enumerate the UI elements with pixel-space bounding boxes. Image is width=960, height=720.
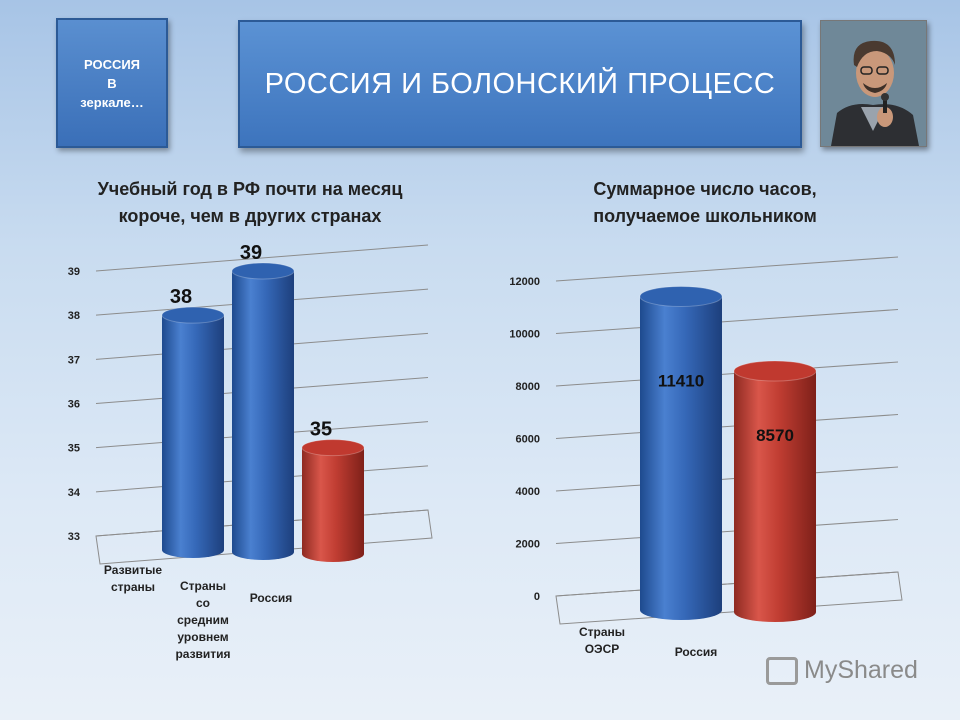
chart2-bar-body bbox=[640, 296, 722, 620]
chart1-value-label: 39 bbox=[240, 242, 262, 264]
chart1-tick-label: 35 bbox=[68, 443, 80, 455]
chart2-floor bbox=[555, 571, 903, 625]
chart1-category-label-line: Развитые bbox=[103, 563, 163, 577]
chart1-bar-body bbox=[232, 271, 294, 560]
chart1-bar-top bbox=[231, 262, 295, 280]
chart2-bar-top bbox=[733, 360, 817, 382]
chart1-title-line2: короче, чем в других странах bbox=[118, 206, 382, 226]
chart2-category-label-line: Россия bbox=[674, 645, 718, 659]
watermark-text: MyShared bbox=[804, 656, 918, 684]
speaker-photo bbox=[820, 20, 927, 147]
chart2-category-label-line: Страны bbox=[578, 625, 626, 639]
chart2: 0 2000 4000 6000 8000 10000 12000 11410 8570 bbox=[509, 256, 903, 625]
section-badge-line1: РОССИЯ bbox=[83, 56, 141, 72]
chart1-category-label-line: развития bbox=[175, 647, 231, 661]
chart2-tick-label: 0 bbox=[534, 591, 540, 603]
chart1-tick-label: 37 bbox=[68, 354, 80, 366]
chart1-category-label: Развитые страны bbox=[98, 562, 168, 596]
chart2-bar-body bbox=[734, 371, 816, 622]
chart1-category-label-line: со bbox=[195, 596, 210, 610]
chart2-tick-label: 10000 bbox=[509, 329, 540, 341]
chart1-category-label-line: уровнем bbox=[177, 630, 229, 644]
chart2-bar bbox=[733, 360, 817, 622]
chart1-tick-label: 34 bbox=[68, 487, 81, 499]
chart2-tick-label: 12000 bbox=[509, 276, 540, 288]
chart1-title: Учебный год в РФ почти на месяц короче, … bbox=[40, 176, 460, 230]
chart1-tick-label: 38 bbox=[68, 310, 80, 322]
chart1-bar bbox=[301, 439, 365, 562]
chart2-category-label: Страны ОЭСР bbox=[566, 624, 638, 658]
section-badge: РОССИЯ В зеркале… bbox=[56, 18, 168, 148]
slide-title: РОССИЯ И БОЛОНСКИЙ ПРОЦЕСС bbox=[264, 67, 776, 100]
watermark-logo-icon bbox=[766, 656, 798, 685]
chart1-category-label-line: средним bbox=[177, 613, 229, 627]
chart1-bar-top bbox=[161, 306, 225, 324]
chart1-bar-body bbox=[302, 447, 364, 562]
chart1-tick-label: 39 bbox=[68, 266, 80, 278]
chart1-value-label: 35 bbox=[310, 419, 332, 441]
chart2-tick-label: 8000 bbox=[516, 381, 540, 393]
chart2-gridline bbox=[555, 414, 899, 439]
chart2-title-line2: получаемое школьником bbox=[593, 206, 817, 226]
chart2-category-label-line: ОЭСР bbox=[584, 642, 620, 656]
watermark: MyShared bbox=[766, 656, 918, 685]
chart2-tick-label: 6000 bbox=[516, 434, 540, 446]
chart1-gridline bbox=[95, 244, 429, 272]
section-badge-line2: В bbox=[107, 75, 117, 91]
chart2-bar-top bbox=[639, 285, 723, 307]
chart2-gridline bbox=[555, 256, 899, 282]
chart2-gridline bbox=[555, 309, 899, 334]
chart1-tick-label: 36 bbox=[68, 399, 80, 411]
chart2-title: Суммарное число часов, получаемое школьн… bbox=[500, 176, 910, 230]
speaker-photo-image bbox=[821, 21, 926, 146]
chart2-tick-label: 2000 bbox=[516, 539, 540, 551]
chart1-tick-label: 33 bbox=[68, 531, 80, 543]
chart2-category-label: Россия bbox=[660, 644, 732, 661]
chart1-category-label: Россия bbox=[236, 590, 306, 607]
chart2-bar bbox=[639, 285, 723, 620]
chart1-category-label-line: страны bbox=[110, 580, 156, 594]
chart1-category-label-line: Россия bbox=[249, 591, 293, 605]
chart2-gridline bbox=[555, 519, 899, 544]
chart1-bar-body bbox=[162, 315, 224, 558]
chart1-bar-top bbox=[301, 439, 365, 457]
chart1-category-label-line: Страны bbox=[179, 579, 227, 593]
section-badge-line3: зеркале… bbox=[80, 94, 144, 110]
chart2-gridline bbox=[555, 361, 899, 387]
chart2-gridline bbox=[555, 466, 899, 492]
chart2-value-label: 8570 bbox=[756, 426, 794, 445]
chart1-bar bbox=[231, 262, 295, 560]
chart1-category-label: Страны со средним уровнем развития bbox=[168, 578, 238, 663]
slide-title-box: РОССИЯ И БОЛОНСКИЙ ПРОЦЕСС bbox=[238, 20, 802, 148]
chart1-value-label: 38 bbox=[170, 286, 192, 308]
chart2-tick-label: 4000 bbox=[516, 486, 540, 498]
chart1-bar bbox=[161, 306, 225, 558]
chart2-title-line1: Суммарное число часов, bbox=[593, 179, 817, 199]
chart1: 33 34 35 36 37 38 39 38 39 35 bbox=[68, 242, 433, 565]
chart1-title-line1: Учебный год в РФ почти на месяц bbox=[97, 179, 403, 199]
chart2-value-label: 11410 bbox=[658, 371, 704, 390]
